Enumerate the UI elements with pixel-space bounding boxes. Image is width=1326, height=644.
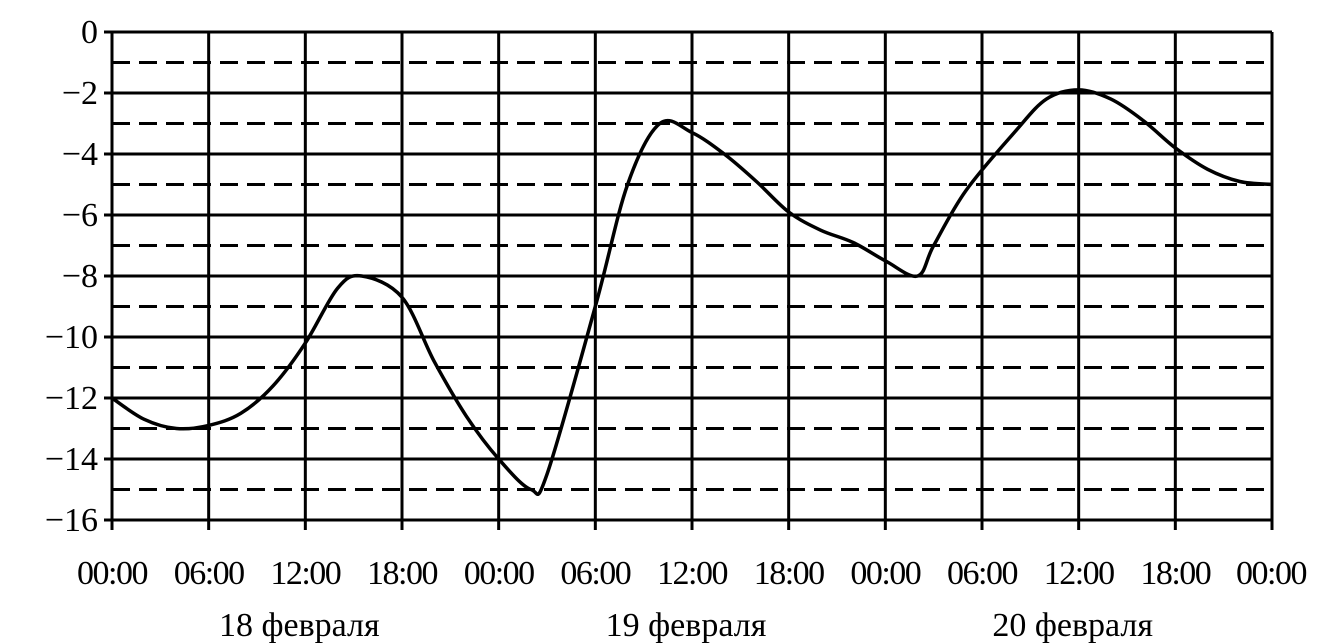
x-tick-label: 18:00 bbox=[754, 555, 824, 592]
y-tick-labels: 0 −2 −4 −6 −8 −10 −12 −14 −16 bbox=[45, 14, 98, 539]
y-tick-label: −8 bbox=[62, 258, 98, 295]
y-tick-label: −2 bbox=[62, 75, 98, 112]
x-tick-label: 06:00 bbox=[947, 555, 1017, 592]
x-tick-label: 18:00 bbox=[367, 555, 437, 592]
x-tick-label: 00:00 bbox=[464, 555, 534, 592]
x-tick-label: 00:00 bbox=[77, 555, 147, 592]
y-tick-label: −4 bbox=[62, 136, 98, 173]
x-tick-label: 06:00 bbox=[174, 555, 244, 592]
series-layer bbox=[111, 88, 1273, 497]
grid bbox=[112, 30, 1274, 520]
series-line bbox=[111, 88, 1273, 497]
date-label: 18 февраля bbox=[219, 607, 380, 644]
x-tick-label: 18:00 bbox=[1140, 555, 1210, 592]
y-tick-label: −14 bbox=[45, 441, 98, 478]
date-label: 20 февраля bbox=[992, 607, 1153, 644]
x-tick-labels: 00:00 06:00 12:00 18:00 00:00 06:00 12:00 18:00… bbox=[77, 555, 1308, 592]
y-tick-label: −12 bbox=[45, 380, 98, 417]
x-tick-label: 12:00 bbox=[1044, 555, 1114, 592]
axes bbox=[104, 30, 1274, 530]
date-label: 19 февраля bbox=[606, 607, 767, 644]
y-tick-label: −6 bbox=[62, 197, 98, 234]
date-labels: 18 февраля 19 февраля 20 февраля bbox=[219, 607, 1153, 644]
x-tick-label: 00:00 bbox=[1236, 555, 1306, 592]
x-tick-label: 12:00 bbox=[657, 555, 727, 592]
x-tick-label: 06:00 bbox=[560, 555, 630, 592]
y-tick-label: 0 bbox=[81, 14, 98, 51]
x-tick-label: 12:00 bbox=[270, 555, 340, 592]
y-tick-label: −16 bbox=[45, 502, 98, 539]
y-tick-label: −10 bbox=[45, 319, 98, 356]
x-tick-label: 00:00 bbox=[850, 555, 920, 592]
